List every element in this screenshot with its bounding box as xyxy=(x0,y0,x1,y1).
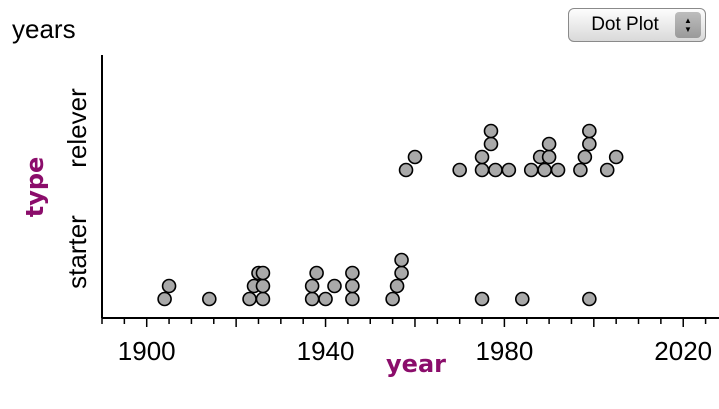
data-point xyxy=(255,265,271,281)
y-axis-category-labels: starter relever xyxy=(62,88,92,289)
data-point xyxy=(407,149,423,165)
x-tick-label: 2020 xyxy=(654,336,712,366)
data-point xyxy=(474,162,490,178)
data-point xyxy=(483,136,499,152)
data-point xyxy=(541,149,557,165)
data-point xyxy=(582,136,597,152)
x-tick-label: 1980 xyxy=(475,336,533,366)
x-tick-label: 1900 xyxy=(118,336,176,366)
data-point xyxy=(488,162,503,178)
up-down-arrows-icon[interactable]: ▲ ▼ xyxy=(675,12,701,38)
data-point xyxy=(327,278,342,294)
plot-type-dropdown[interactable]: Dot Plot ▲ ▼ xyxy=(568,8,706,42)
axes xyxy=(101,55,719,319)
x-axis-ticks xyxy=(101,318,707,327)
data-point xyxy=(523,162,539,178)
data-point xyxy=(398,162,414,178)
data-point xyxy=(474,149,490,165)
data-point xyxy=(157,291,172,307)
data-point xyxy=(161,278,177,294)
data-point xyxy=(202,291,217,307)
data-points xyxy=(157,123,624,307)
data-point xyxy=(255,278,271,294)
data-point xyxy=(452,162,467,178)
data-point xyxy=(309,265,324,281)
data-point xyxy=(318,291,333,307)
y-category-label: starter xyxy=(62,215,92,289)
data-point xyxy=(541,136,557,152)
data-point xyxy=(345,278,360,294)
data-point xyxy=(304,278,320,294)
data-point xyxy=(537,162,552,178)
data-point xyxy=(582,291,597,307)
data-point xyxy=(577,149,593,165)
data-point xyxy=(573,162,588,178)
x-tick-label: 1940 xyxy=(297,336,355,366)
data-point xyxy=(514,291,530,307)
x-axis-tick-labels: 1900 1940 1980 2020 xyxy=(118,336,712,366)
plot-type-label: Dot Plot xyxy=(591,14,659,35)
data-point xyxy=(599,162,615,178)
y-axis-title: type xyxy=(21,157,49,218)
data-point xyxy=(550,162,566,178)
data-point xyxy=(608,149,624,165)
data-point xyxy=(389,278,405,294)
x-axis-title: year xyxy=(386,350,446,378)
y-category-label: relever xyxy=(62,88,92,168)
top-label: years xyxy=(12,14,76,44)
data-point xyxy=(474,291,490,307)
data-point xyxy=(385,291,400,307)
data-point xyxy=(345,265,360,281)
data-point xyxy=(242,291,257,307)
data-point xyxy=(304,291,320,307)
data-point xyxy=(345,291,360,307)
data-point xyxy=(255,291,271,307)
data-point xyxy=(582,123,597,139)
data-point xyxy=(394,265,409,281)
data-point xyxy=(501,162,517,178)
data-point xyxy=(394,252,409,268)
data-point xyxy=(483,123,499,139)
